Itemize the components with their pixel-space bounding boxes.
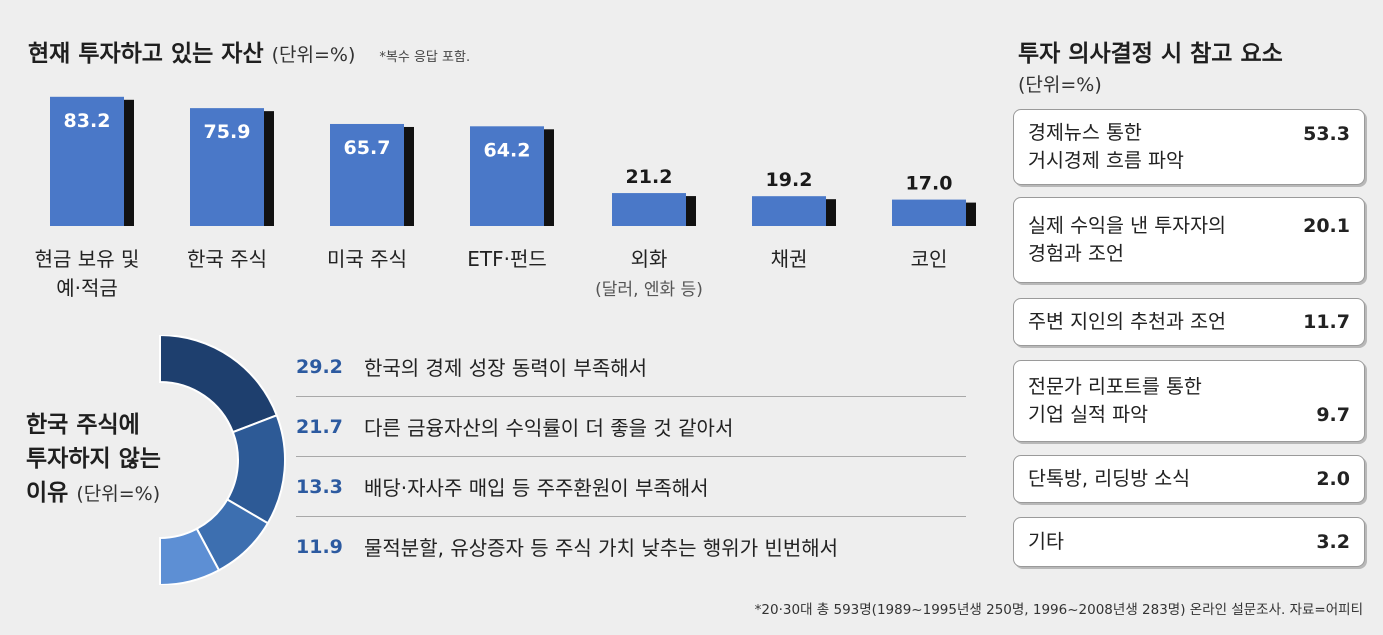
factor-label: 주변 지인의 추천과 조언	[1028, 310, 1226, 333]
assets-title-text: 현재 투자하고 있는 자산	[28, 41, 264, 67]
factor-label-line1: 전문가 리포트를 통한	[1028, 375, 1202, 398]
bar-group: 19.2 채권	[752, 169, 836, 271]
bar	[752, 196, 826, 226]
assets-chart-title: 현재 투자하고 있는 자산 (단위=%) *복수 응답 포함.	[28, 34, 470, 68]
reason-row: 13.3 배당·자사주 매입 등 주주환원이 부족해서	[296, 457, 966, 517]
category-label: 채권	[771, 247, 808, 271]
reason-label: 다른 금융자산의 수익률이 더 좋을 것 같아서	[364, 416, 734, 440]
bar-value-label: 17.0	[906, 173, 953, 195]
bar-value-label: 19.2	[766, 169, 813, 191]
bar	[892, 199, 966, 226]
reason-row: 11.9 물적분할, 유상증자 등 주식 가치 낮추는 행위가 빈번해서	[296, 517, 966, 576]
category-label: 현금 보유 및	[35, 247, 140, 271]
factors-title: 투자 의사결정 시 참고 요소	[1018, 41, 1283, 67]
factor-box: 주변 지인의 추천과 조언 11.7	[1013, 298, 1365, 346]
factor-label: 단톡방, 리딩방 소식	[1028, 467, 1191, 490]
reason-label: 물적분할, 유상증자 등 주식 가치 낮추는 행위가 빈번해서	[364, 536, 839, 560]
factor-label-line1: 실제 수익을 낸 투자자의	[1028, 214, 1226, 237]
category-label: 미국 주식	[327, 247, 407, 271]
bar-value-label: 21.2	[626, 166, 673, 188]
factor-box: 단톡방, 리딩방 소식 2.0	[1013, 455, 1365, 503]
factor-label-line2: 거시경제 흐름 파악	[1028, 149, 1184, 172]
bar-group: 17.0 코인	[892, 173, 976, 271]
factor-value: 9.7	[1316, 404, 1350, 426]
bar-group: 75.9 한국 주식	[187, 108, 274, 271]
factors-unit: (단위=%)	[1018, 74, 1102, 96]
reasons-title-line1: 한국 주식에	[26, 412, 140, 438]
factor-label: 전문가 리포트를 통한 기업 실적 파악	[1028, 373, 1202, 429]
reason-value: 13.3	[296, 475, 343, 498]
factor-value: 2.0	[1316, 468, 1350, 490]
factor-value: 3.2	[1316, 531, 1350, 553]
reason-label: 배당·자사주 매입 등 주주환원이 부족해서	[364, 476, 709, 500]
factor-label-line1: 경제뉴스 통한	[1028, 121, 1142, 144]
bar	[330, 123, 404, 226]
bar-group: 83.2 현금 보유 및예·적금	[35, 96, 140, 300]
bar	[612, 193, 686, 226]
category-label: 한국 주식	[187, 247, 267, 271]
bar	[470, 126, 544, 226]
factor-label-line2: 기업 실적 파악	[1028, 403, 1149, 426]
reasons-list: 29.2 한국의 경제 성장 동력이 부족해서 21.7 다른 금융자산의 수익…	[296, 337, 966, 576]
factor-label: 실제 수익을 낸 투자자의 경험과 조언	[1028, 212, 1226, 268]
bar-value-label: 65.7	[344, 137, 391, 159]
factor-value: 20.1	[1303, 215, 1350, 237]
bar-group: 65.7 미국 주식	[327, 123, 414, 271]
bar-group: 21.2 외화 (달러, 엔화 등)	[595, 166, 703, 300]
bar	[190, 108, 264, 226]
reasons-ring-chart	[159, 335, 286, 585]
reasons-title-line2: 투자하지 않는	[26, 446, 161, 472]
factor-label-line2: 경험과 조언	[1028, 242, 1124, 265]
category-label: 외화	[631, 247, 668, 271]
bar-value-label: 64.2	[484, 139, 531, 161]
factor-value: 53.3	[1303, 123, 1350, 145]
factor-box: 전문가 리포트를 통한 기업 실적 파악 9.7	[1013, 360, 1365, 442]
assets-note: *복수 응답 포함.	[379, 50, 471, 65]
factor-label: 경제뉴스 통한 거시경제 흐름 파악	[1028, 119, 1184, 175]
reason-row: 29.2 한국의 경제 성장 동력이 부족해서	[296, 337, 966, 397]
bar	[50, 96, 124, 227]
reasons-title-line3: 이유	[26, 480, 69, 506]
category-label: ETF·펀드	[467, 247, 547, 271]
bar-group: 64.2 ETF·펀드	[467, 126, 554, 271]
factor-value: 11.7	[1303, 311, 1350, 333]
factor-box: 경제뉴스 통한 거시경제 흐름 파악 53.3	[1013, 109, 1365, 185]
factor-label: 기타	[1028, 530, 1064, 553]
category-label: (달러, 엔화 등)	[595, 280, 703, 300]
reasons-title: 한국 주식에 투자하지 않는 이유 (단위=%)	[26, 408, 161, 511]
category-label: 예·적금	[56, 276, 118, 300]
reason-row: 21.7 다른 금융자산의 수익률이 더 좋을 것 같아서	[296, 397, 966, 457]
factor-box: 기타 3.2	[1013, 517, 1365, 567]
bar-value-label: 83.2	[64, 110, 111, 132]
footnote: *20·30대 총 593명(1989~1995년생 250명, 1996~20…	[754, 602, 1363, 618]
assets-bar-chart: 83.2 현금 보유 및예·적금 75.9 한국 주식 65.7 미국 주식 64.2 ETF…	[35, 96, 976, 300]
reason-value: 29.2	[296, 355, 343, 378]
reasons-unit: (단위=%)	[76, 483, 161, 505]
assets-unit: (단위=%)	[271, 44, 356, 66]
reason-label: 한국의 경제 성장 동력이 부족해서	[364, 356, 648, 380]
reason-value: 21.7	[296, 415, 343, 438]
factor-box: 실제 수익을 낸 투자자의 경험과 조언 20.1	[1013, 197, 1365, 283]
bar-value-label: 75.9	[204, 121, 251, 143]
reason-value: 11.9	[296, 535, 343, 558]
ring-segment	[159, 335, 279, 434]
category-label: 코인	[911, 247, 948, 271]
ring-segment	[159, 527, 221, 585]
